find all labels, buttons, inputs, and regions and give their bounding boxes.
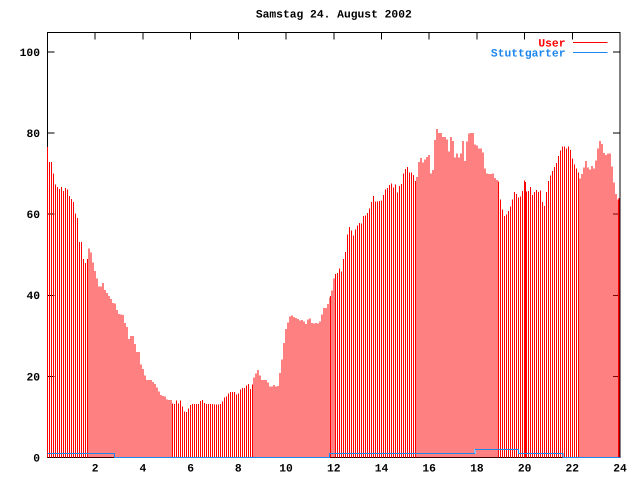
svg-text:4: 4 [140,463,147,475]
svg-text:10: 10 [279,463,293,475]
svg-text:80: 80 [26,129,40,141]
svg-text:User: User [538,38,565,50]
svg-text:14: 14 [375,463,389,475]
svg-text:0: 0 [33,453,40,465]
svg-text:18: 18 [470,463,484,475]
svg-text:Samstag 24. August 2002: Samstag 24. August 2002 [256,9,412,21]
svg-text:12: 12 [327,463,341,475]
svg-text:Stuttgarter: Stuttgarter [491,48,566,60]
svg-text:2: 2 [92,463,99,475]
svg-text:20: 20 [26,372,40,384]
svg-text:20: 20 [518,463,532,475]
svg-text:100: 100 [20,48,41,60]
svg-text:24: 24 [613,463,627,475]
svg-text:8: 8 [235,463,242,475]
svg-text:60: 60 [26,210,40,222]
svg-text:16: 16 [422,463,436,475]
svg-text:6: 6 [187,463,194,475]
svg-text:40: 40 [26,291,40,303]
svg-text:22: 22 [566,463,580,475]
